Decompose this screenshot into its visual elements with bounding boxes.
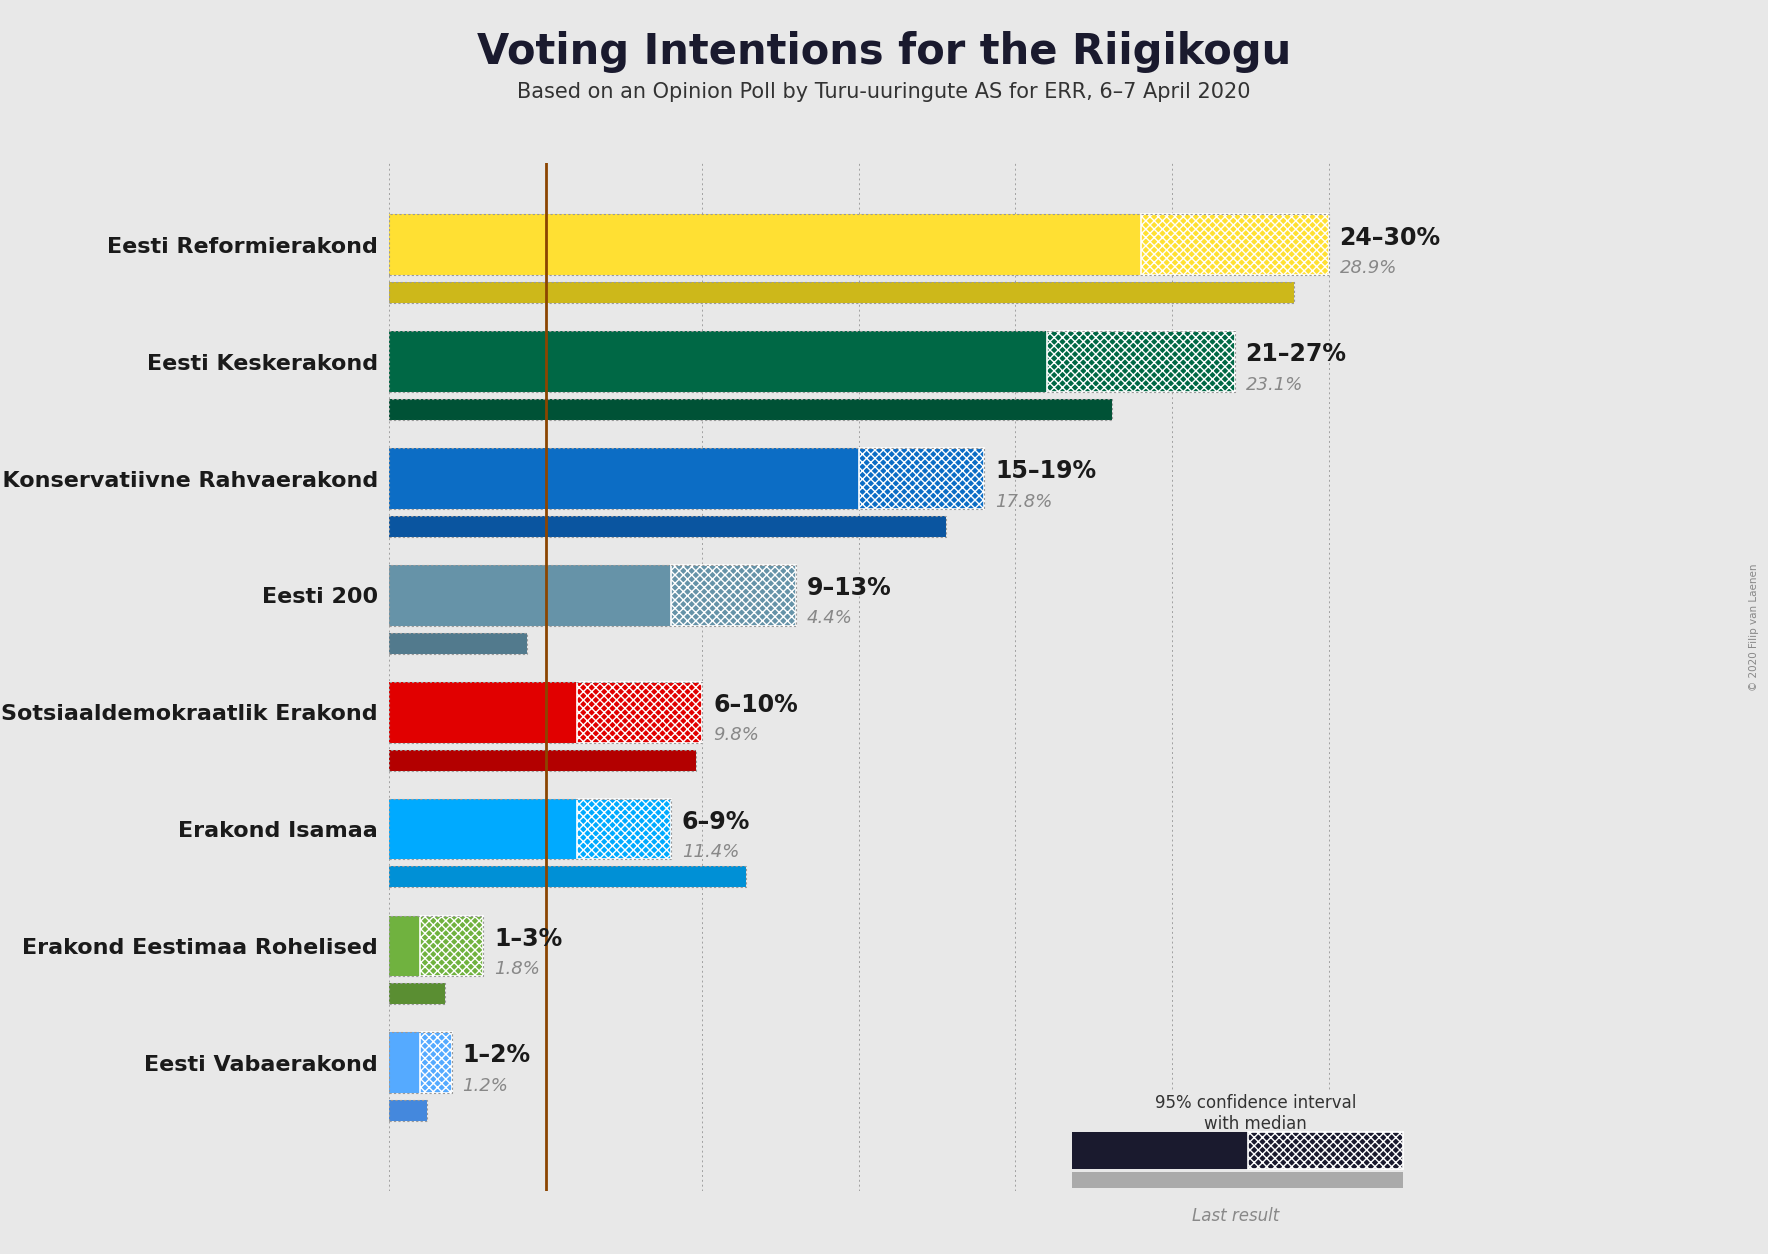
- Bar: [389, 682, 576, 742]
- Text: 6–9%: 6–9%: [682, 810, 750, 834]
- Bar: [389, 515, 946, 537]
- Bar: [389, 750, 697, 771]
- Bar: [389, 399, 1112, 420]
- Bar: [859, 448, 985, 509]
- Bar: [389, 566, 670, 626]
- Text: 6–10%: 6–10%: [713, 693, 797, 717]
- Text: 95% confidence interval
with median: 95% confidence interval with median: [1155, 1093, 1356, 1132]
- Bar: [389, 1032, 451, 1093]
- Text: 9.8%: 9.8%: [713, 726, 758, 745]
- Text: 11.4%: 11.4%: [682, 843, 739, 861]
- Text: 15–19%: 15–19%: [995, 459, 1096, 483]
- Bar: [389, 633, 527, 653]
- Bar: [389, 1100, 426, 1121]
- Bar: [1140, 214, 1328, 275]
- Bar: [389, 214, 1140, 275]
- Bar: [1047, 331, 1234, 393]
- Text: 17.8%: 17.8%: [995, 493, 1052, 510]
- Bar: [389, 331, 1047, 393]
- Bar: [421, 915, 483, 977]
- Text: 28.9%: 28.9%: [1340, 258, 1397, 277]
- Bar: [421, 1032, 451, 1093]
- Bar: [389, 282, 1294, 303]
- Bar: [389, 983, 446, 1004]
- Bar: [421, 1032, 451, 1093]
- Text: 9–13%: 9–13%: [806, 576, 891, 601]
- Bar: [1073, 1172, 1404, 1189]
- Bar: [389, 750, 697, 771]
- Bar: [576, 799, 670, 859]
- Text: 24–30%: 24–30%: [1340, 226, 1441, 250]
- Bar: [670, 566, 796, 626]
- Bar: [389, 448, 859, 509]
- Bar: [389, 915, 421, 977]
- Bar: [1073, 1131, 1248, 1169]
- Text: © 2020 Filip van Laenen: © 2020 Filip van Laenen: [1749, 563, 1759, 691]
- Bar: [389, 1032, 421, 1093]
- Bar: [1140, 214, 1328, 275]
- Text: 21–27%: 21–27%: [1245, 342, 1347, 366]
- Bar: [389, 682, 702, 742]
- Bar: [389, 399, 1112, 420]
- Bar: [389, 799, 576, 859]
- Bar: [389, 915, 483, 977]
- Text: 23.1%: 23.1%: [1245, 376, 1303, 394]
- Bar: [389, 867, 746, 888]
- Bar: [1248, 1131, 1404, 1169]
- Text: Based on an Opinion Poll by Turu-uuringute AS for ERR, 6–7 April 2020: Based on an Opinion Poll by Turu-uuringu…: [518, 82, 1250, 102]
- Bar: [421, 915, 483, 977]
- Bar: [389, 799, 670, 859]
- Bar: [389, 214, 1328, 275]
- Bar: [389, 633, 527, 653]
- Bar: [389, 515, 946, 537]
- Text: 1–2%: 1–2%: [463, 1043, 530, 1067]
- Bar: [389, 983, 446, 1004]
- Text: Voting Intentions for the Riigikogu: Voting Intentions for the Riigikogu: [477, 31, 1291, 73]
- Bar: [389, 1100, 426, 1121]
- Bar: [389, 331, 1234, 393]
- Text: 1.8%: 1.8%: [493, 961, 539, 978]
- Text: Last result: Last result: [1192, 1206, 1280, 1225]
- Bar: [859, 448, 985, 509]
- Bar: [389, 867, 746, 888]
- Bar: [389, 566, 796, 626]
- Text: 1.2%: 1.2%: [463, 1077, 509, 1095]
- Text: 1–3%: 1–3%: [493, 927, 562, 951]
- Bar: [576, 682, 702, 742]
- Bar: [576, 799, 670, 859]
- Bar: [670, 566, 796, 626]
- Text: 4.4%: 4.4%: [806, 609, 852, 627]
- Bar: [389, 282, 1294, 303]
- Bar: [576, 682, 702, 742]
- Bar: [389, 448, 985, 509]
- Bar: [1047, 331, 1234, 393]
